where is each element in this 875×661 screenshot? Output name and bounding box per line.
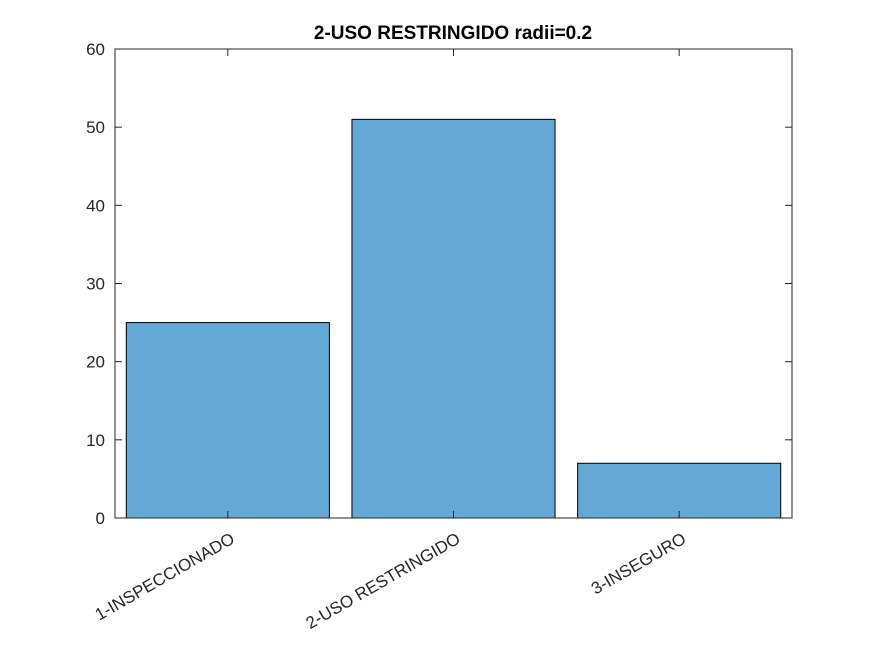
y-tick-label: 0 (96, 509, 105, 528)
y-tick-label: 30 (86, 275, 105, 294)
y-tick-label: 40 (86, 196, 105, 215)
y-axis: 0 10 20 30 40 50 60 (86, 40, 792, 528)
y-tick-label: 50 (86, 118, 105, 137)
y-tick-label: 60 (86, 40, 105, 59)
y-tick-label: 10 (86, 431, 105, 450)
bar-3 (577, 462, 782, 519)
chart-title: 2-USO RESTRINGIDO radii=0.2 (314, 23, 592, 44)
bar-2 (351, 118, 556, 519)
bars-layer (125, 118, 782, 519)
bar-1 (125, 322, 330, 519)
y-tick-label: 20 (86, 353, 105, 372)
